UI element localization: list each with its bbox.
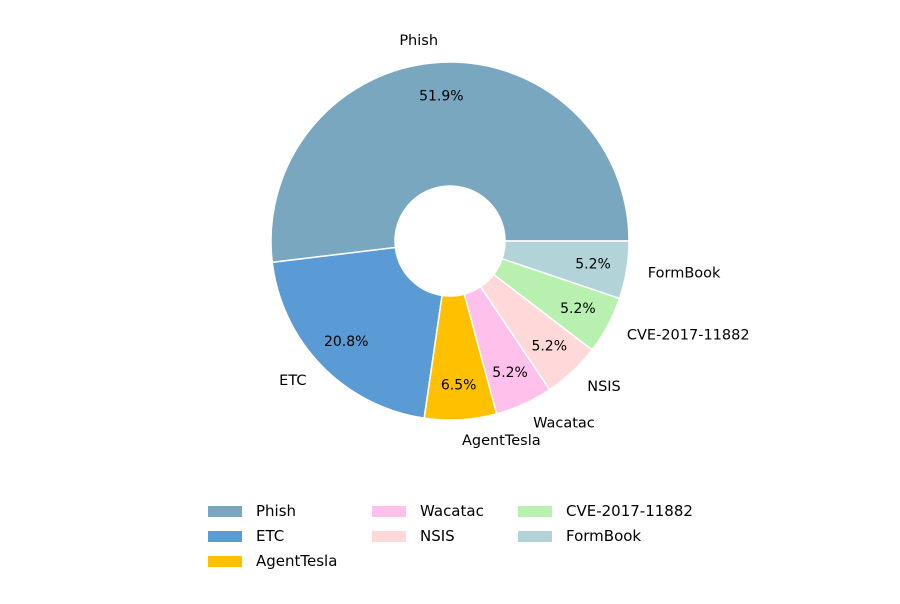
category-label-etc: ETC <box>279 373 306 389</box>
category-label-phish: Phish <box>399 33 438 49</box>
slice-phish <box>270 61 630 264</box>
legend-label: Phish <box>256 502 297 520</box>
category-label-formbook: FormBook <box>648 266 721 282</box>
legend-item-agenttesla: AgentTesla <box>208 550 408 572</box>
legend-swatch <box>208 505 242 517</box>
percent-label-etc: 20.8% <box>324 334 368 350</box>
legend-label: NSIS <box>420 527 455 545</box>
legend-swatch <box>208 555 242 567</box>
percent-labels: 51.9%20.8%6.5%5.2%5.2%5.2%5.2% <box>324 88 611 393</box>
percent-label-formbook: 5.2% <box>575 257 611 273</box>
category-label-cve-2017-11882: CVE-2017-11882 <box>627 327 750 343</box>
legend-label: ETC <box>256 527 285 545</box>
legend-label: Wacatac <box>420 502 484 520</box>
slice-etc <box>271 246 443 419</box>
legend-item-etc: ETC <box>208 525 408 547</box>
legend-swatch <box>518 530 552 542</box>
percent-label-agenttesla: 6.5% <box>441 378 477 394</box>
legend-item-phish: Phish <box>208 500 408 522</box>
slice-formbook <box>501 240 630 300</box>
legend-swatch <box>208 530 242 542</box>
percent-label-cve-2017-11882: 5.2% <box>560 301 596 317</box>
category-label-wacatac: Wacatac <box>533 415 595 431</box>
legend-label: FormBook <box>566 527 642 545</box>
category-label-nsis: NSIS <box>587 379 621 395</box>
legend-swatch <box>518 505 552 517</box>
legend-swatch <box>372 530 406 542</box>
legend: Phish ETC AgentTesla Wacatac NSIS CVE-2017-11… <box>208 500 728 580</box>
legend-swatch <box>372 505 406 517</box>
percent-label-phish: 51.9% <box>419 88 463 104</box>
legend-label: CVE-2017-11882 <box>566 502 693 520</box>
category-labels: Phish ETC AgentTesla Wacatac NSIS CVE-2017-11… <box>279 33 749 449</box>
category-label-agenttesla: AgentTesla <box>462 433 541 449</box>
legend-item-cve-2017-11882: CVE-2017-11882 <box>518 500 718 522</box>
legend-label: AgentTesla <box>256 552 338 570</box>
percent-label-wacatac: 5.2% <box>492 365 528 381</box>
legend-item-nsis: NSIS <box>372 525 572 547</box>
percent-label-nsis: 5.2% <box>531 339 567 355</box>
legend-item-formbook: FormBook <box>518 525 718 547</box>
slices <box>270 61 630 421</box>
legend-item-wacatac: Wacatac <box>372 500 572 522</box>
